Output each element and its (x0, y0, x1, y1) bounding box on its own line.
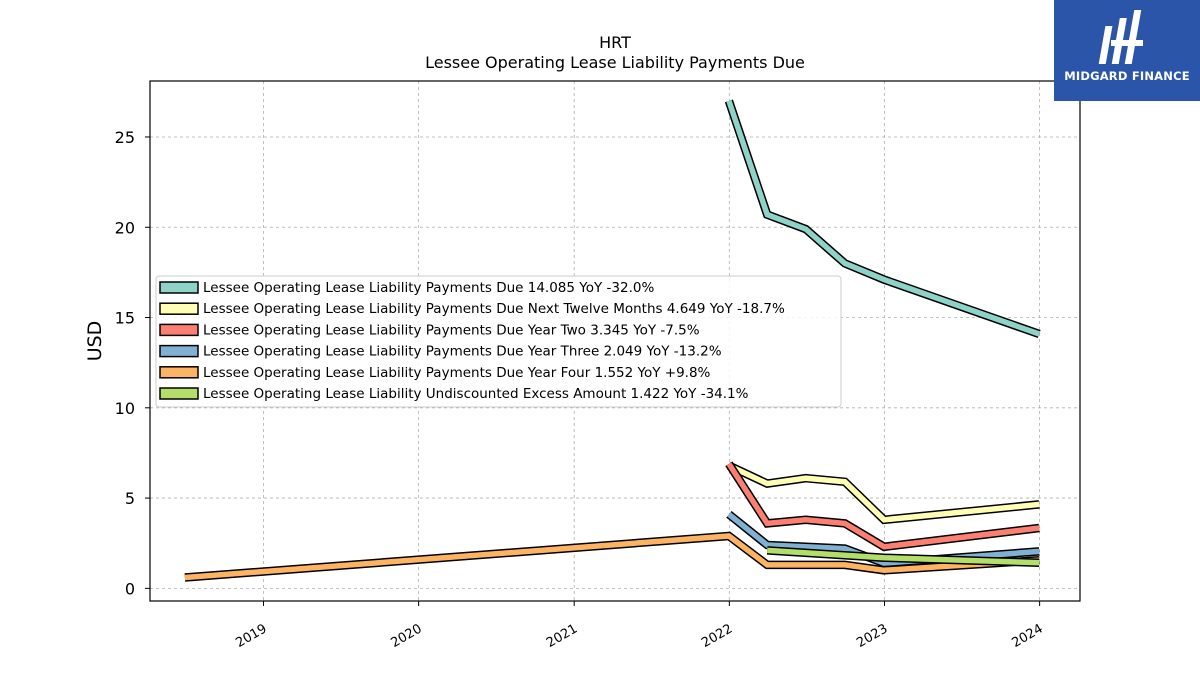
y-tick-label: 10 (115, 399, 135, 418)
series-stroke (726, 462, 1040, 550)
legend-item-5: Lessee Operating Lease Liability Payment… (159, 365, 711, 381)
legend-item-2: Lessee Operating Lease Liability Payment… (159, 301, 785, 317)
legend: Lessee Operating Lease Liability Payment… (155, 275, 842, 408)
series-line-5 (184, 531, 1040, 582)
legend-swatch (159, 366, 199, 379)
legend-label: Lessee Operating Lease Liability Payment… (203, 301, 785, 317)
x-tick-label: 2022 (699, 621, 735, 651)
legend-label: Lessee Operating Lease Liability Payment… (203, 365, 711, 381)
y-tick-label: 20 (115, 218, 135, 237)
series-line-6 (766, 546, 1040, 567)
legend-item-3: Lessee Operating Lease Liability Payment… (159, 322, 700, 338)
legend-swatch (159, 344, 199, 358)
legend-item-4: Lessee Operating Lease Liability Payment… (159, 344, 722, 360)
chart-subtitle: Lessee Operating Lease Liability Payment… (425, 53, 805, 72)
chart-title: HRT (599, 33, 631, 52)
series-stroke (726, 100, 1041, 337)
x-tick-label: 2019 (233, 621, 269, 651)
series-layer (184, 99, 1041, 582)
series-line-3 (725, 461, 1040, 552)
series-line-2 (727, 461, 1040, 525)
series-line-1 (724, 99, 1041, 339)
legend-label: Lessee Operating Lease Liability Undisco… (203, 386, 749, 402)
series-stroke (184, 533, 1040, 581)
logo-text: MIDGARD FINANCE (1064, 69, 1190, 83)
brand-logo: MIDGARD FINANCE (1054, 0, 1200, 101)
x-tick-label: 2020 (388, 621, 424, 651)
logo-mark-icon (1098, 10, 1143, 64)
series-stroke (727, 463, 1040, 523)
legend-swatch (159, 302, 199, 315)
legend-swatch (159, 281, 199, 294)
legend-swatch (159, 387, 199, 400)
x-tick-label: 2023 (854, 621, 890, 651)
legend-label: Lessee Operating Lease Liability Payment… (203, 344, 722, 360)
series-stroke (767, 547, 1040, 566)
y-tick-label: 5 (125, 489, 135, 508)
legend-label: Lessee Operating Lease Liability Payment… (203, 322, 700, 338)
y-tick-label: 15 (115, 309, 135, 328)
y-axis-label: USD (84, 321, 106, 362)
legend-item-1: Lessee Operating Lease Liability Payment… (159, 280, 654, 296)
legend-label: Lessee Operating Lease Liability Payment… (203, 280, 654, 296)
legend-item-6: Lessee Operating Lease Liability Undisco… (159, 386, 749, 402)
legend-swatch (159, 323, 199, 337)
plot-frame (149, 80, 1081, 602)
x-tick-label: 2021 (544, 621, 580, 651)
y-tick-label: 0 (125, 579, 135, 598)
legend-box (155, 275, 842, 408)
y-tick-label: 25 (115, 128, 135, 147)
x-tick-label: 2024 (1009, 621, 1045, 651)
